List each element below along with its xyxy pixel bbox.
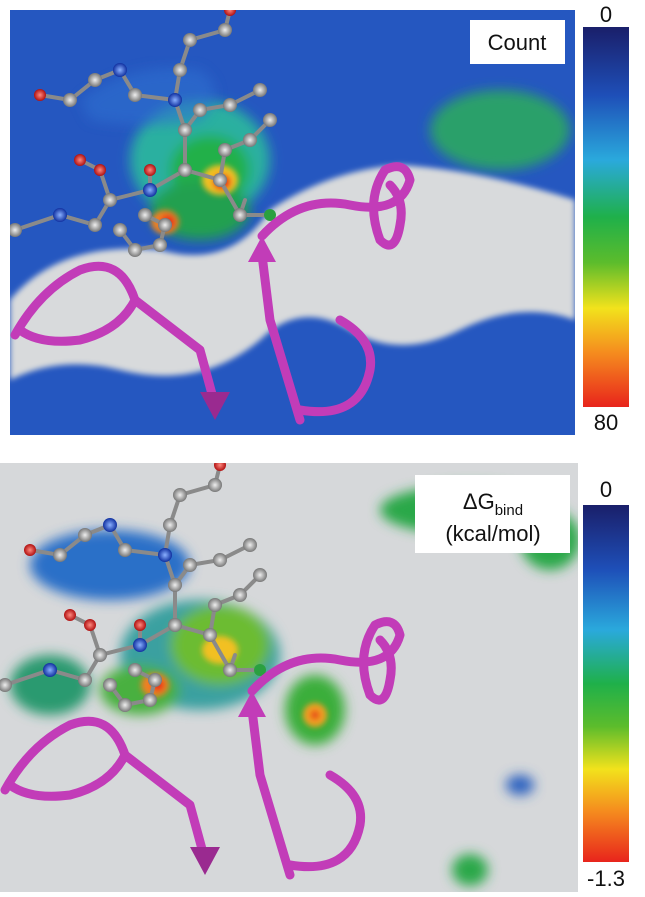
panel-label: Count	[488, 30, 547, 55]
heatmap-count-part-part	[430, 90, 570, 170]
label-main: ΔG	[463, 489, 495, 514]
colorbar-top-label: 0	[600, 2, 612, 27]
label-unit: (kcal/mol)	[445, 521, 540, 546]
panel-label: ΔGbind	[463, 489, 523, 519]
colorbar-bottom-label: 80	[594, 410, 618, 435]
heatmap-dg-part-part-part	[452, 854, 488, 886]
colorbar-bottom-label: -1.3	[587, 866, 625, 891]
label-box	[470, 20, 565, 64]
panel-count: Count 0 80	[10, 2, 629, 435]
heatmap-dg-part-part-part	[310, 710, 320, 720]
heatmap-count-part	[130, 90, 570, 285]
colorbar	[583, 27, 629, 407]
heatmap-dg-part-part-part	[10, 655, 90, 715]
heatmap-count-part	[10, 165, 575, 380]
colorbar	[583, 505, 629, 862]
label-box	[415, 475, 570, 553]
heatmap-count	[10, 10, 575, 435]
label-subscript: bind	[495, 502, 523, 519]
heatmap-dg-part-part-part	[506, 775, 534, 795]
panel-dg: ΔGbind (kcal/mol) 0 -1.3	[0, 463, 629, 892]
colorbar-top-label: 0	[600, 477, 612, 502]
